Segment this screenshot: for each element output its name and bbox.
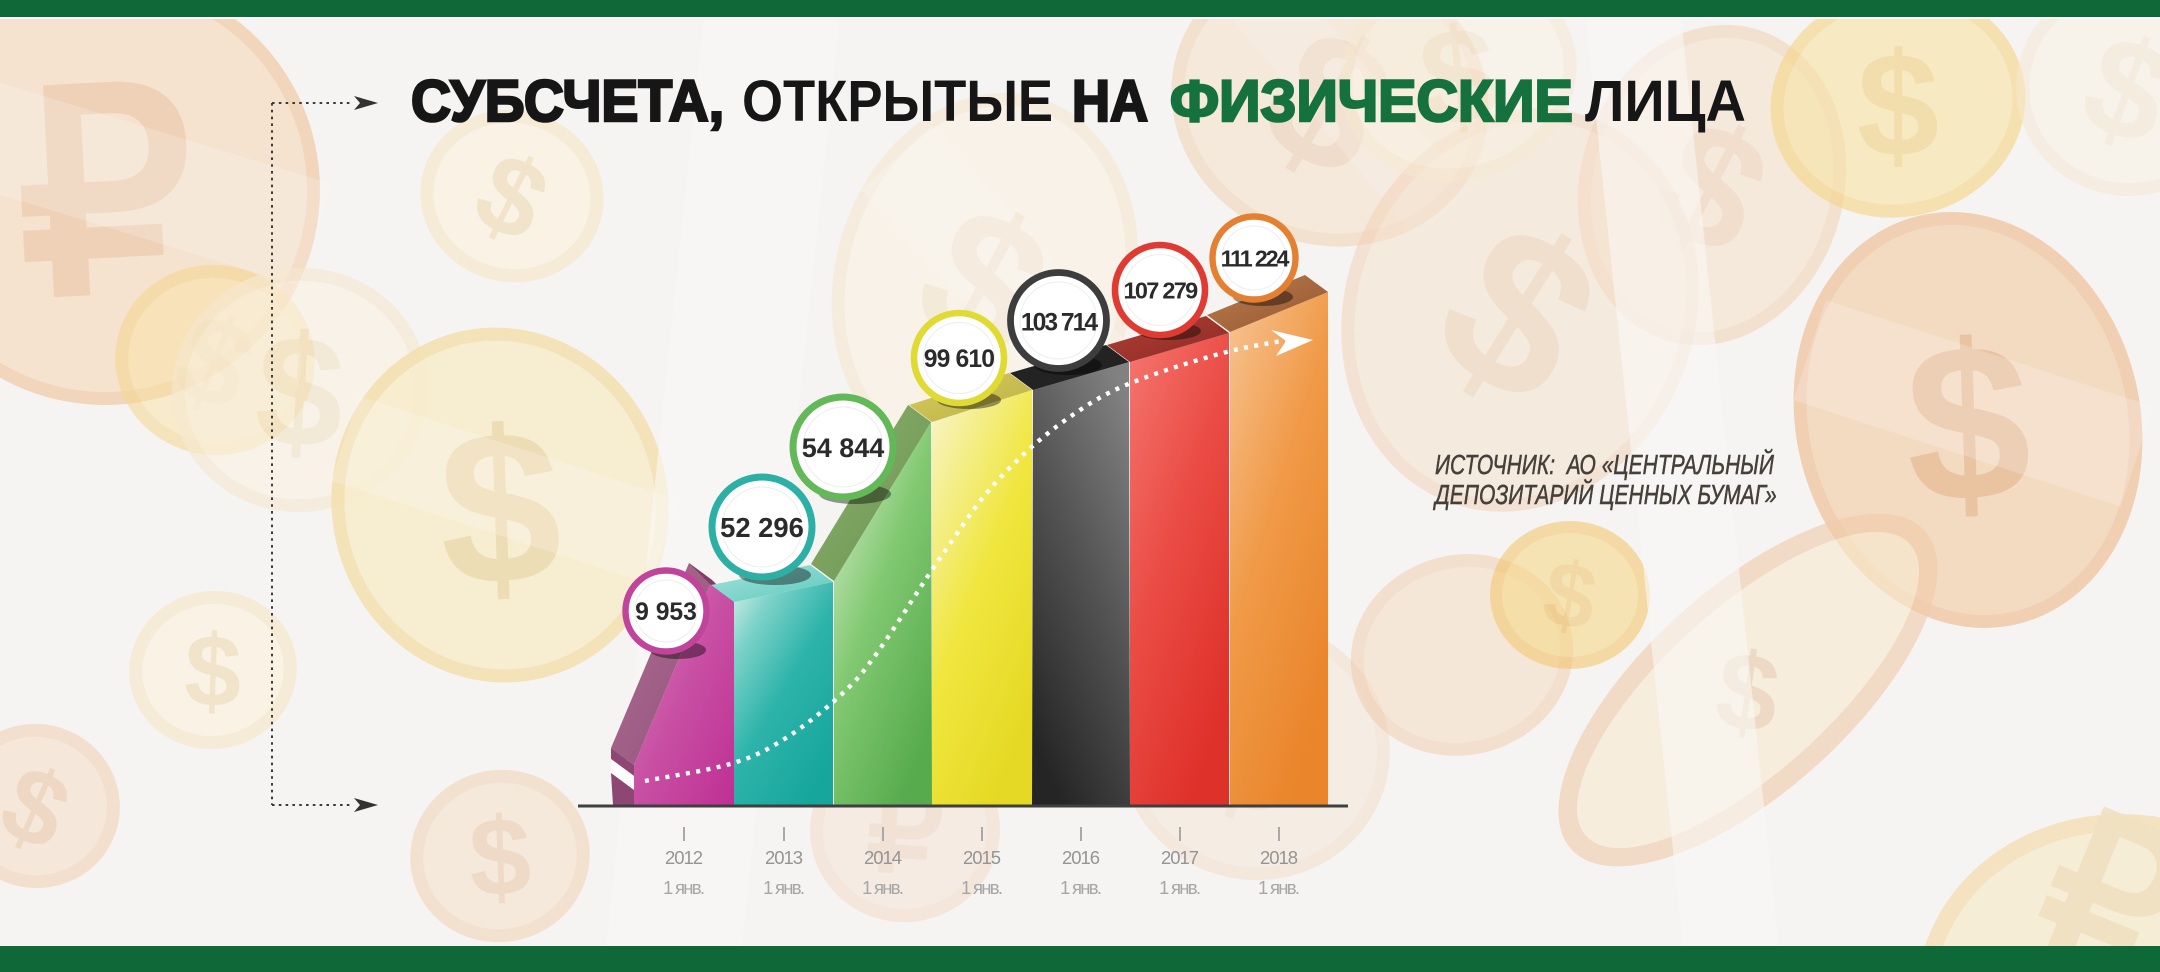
svg-text:1 янв.: 1 янв. (1258, 877, 1300, 898)
svg-text:52 296: 52 296 (720, 512, 804, 543)
svg-text:1 янв.: 1 янв. (1060, 877, 1102, 898)
svg-text:111 224: 111 224 (1221, 246, 1290, 272)
svg-text:1 янв.: 1 янв. (663, 877, 705, 898)
svg-text:$: $ (1413, 0, 1504, 156)
svg-text:2013: 2013 (765, 847, 803, 868)
svg-text:2014: 2014 (864, 847, 902, 868)
svg-text:2012: 2012 (665, 847, 703, 868)
svg-text:$: $ (1857, 23, 1939, 188)
svg-text:2018: 2018 (1260, 847, 1298, 868)
svg-text:$: $ (183, 613, 244, 729)
svg-text:54 844: 54 844 (802, 433, 885, 463)
svg-text:1 янв.: 1 янв. (763, 877, 805, 898)
svg-text:$: $ (1902, 297, 2035, 550)
svg-text:1 янв.: 1 янв. (961, 877, 1003, 898)
svg-text:9 953: 9 953 (635, 599, 697, 626)
svg-text:2017: 2017 (1161, 847, 1199, 868)
svg-text:$: $ (250, 301, 350, 483)
svg-text:1 янв.: 1 янв. (1159, 877, 1201, 898)
svg-text:99 610: 99 610 (924, 346, 995, 373)
svg-text:103 714: 103 714 (1021, 310, 1098, 337)
svg-text:2016: 2016 (1062, 847, 1100, 868)
svg-text:107 279: 107 279 (1123, 278, 1198, 304)
svg-text:$: $ (467, 794, 533, 920)
svg-text:2015: 2015 (963, 847, 1001, 868)
svg-text:$: $ (435, 385, 565, 632)
svg-text:1 янв.: 1 янв. (862, 877, 904, 898)
